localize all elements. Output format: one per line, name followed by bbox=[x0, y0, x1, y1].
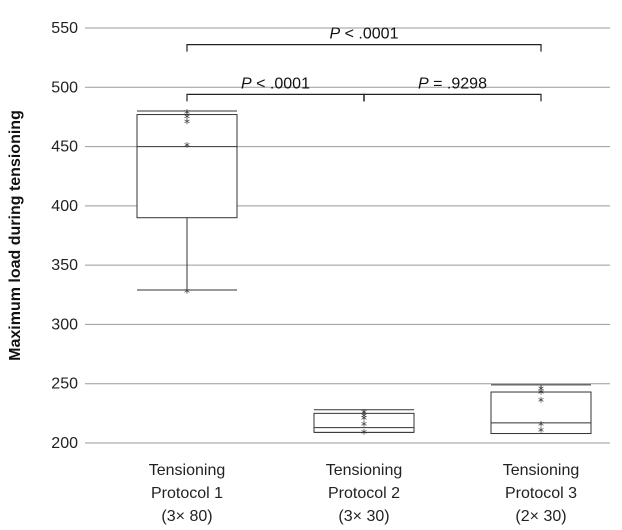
x-category-label: (3× 30) bbox=[338, 508, 389, 525]
p-value-label: P < .0001 bbox=[330, 26, 399, 43]
x-category-label: Protocol 3 bbox=[505, 485, 577, 502]
data-point: * bbox=[184, 116, 190, 130]
data-point: * bbox=[538, 419, 544, 433]
data-point: * bbox=[538, 425, 544, 439]
y-tick-label: 550 bbox=[51, 20, 78, 37]
box-group: ***** bbox=[490, 383, 592, 439]
y-tick-label: 500 bbox=[51, 79, 78, 96]
iqr-box bbox=[490, 391, 592, 435]
data-point: * bbox=[361, 411, 367, 425]
box-group: ***** bbox=[136, 107, 238, 300]
significance-bracket: P < .0001 bbox=[186, 26, 542, 52]
data-point: * bbox=[184, 112, 190, 126]
x-category-label: Tensioning bbox=[326, 462, 403, 479]
data-point: * bbox=[184, 107, 190, 121]
p-value-label: P < .0001 bbox=[241, 75, 310, 92]
significance-bracket: P < .0001 bbox=[186, 75, 365, 102]
x-category-label: Tensioning bbox=[503, 462, 580, 479]
significance-annotations: P < .0001 P < .0001 P = .9298 bbox=[186, 26, 542, 102]
y-tick-label: 200 bbox=[51, 435, 78, 452]
data-point: * bbox=[184, 140, 190, 154]
data-point: * bbox=[538, 387, 544, 401]
data-point: * bbox=[361, 419, 367, 433]
bracket-line bbox=[186, 93, 365, 102]
x-category-label: Tensioning bbox=[149, 462, 226, 479]
y-tick-label: 250 bbox=[51, 376, 78, 393]
bracket-line bbox=[186, 44, 542, 52]
data-point: * bbox=[361, 407, 367, 421]
x-category-labels: Tensioning Protocol 1 (3× 80) Tensioning Pro… bbox=[149, 462, 580, 525]
p-value-label: P = .9298 bbox=[418, 75, 487, 92]
x-category-label: Protocol 1 bbox=[151, 485, 223, 502]
y-tick-label: 450 bbox=[51, 139, 78, 156]
data-point: * bbox=[361, 413, 367, 427]
y-tick-label: 400 bbox=[51, 198, 78, 215]
boxes: *************** bbox=[136, 107, 592, 441]
grid-lines bbox=[85, 27, 610, 444]
x-category-label: (3× 80) bbox=[161, 508, 212, 525]
y-axis-label: Maximum load during tensioning bbox=[7, 110, 24, 361]
data-point: * bbox=[361, 427, 367, 441]
x-category-label: Protocol 2 bbox=[328, 485, 400, 502]
data-point: * bbox=[538, 395, 544, 409]
y-tick-labels: 200 250 300 350 400 450 500 550 bbox=[51, 20, 78, 452]
y-tick-label: 300 bbox=[51, 316, 78, 333]
data-point: * bbox=[538, 383, 544, 397]
iqr-box bbox=[136, 114, 238, 219]
box-group: ***** bbox=[313, 407, 415, 441]
bracket-line bbox=[363, 93, 542, 102]
significance-bracket: P = .9298 bbox=[363, 75, 542, 102]
x-category-label: (2× 30) bbox=[515, 508, 566, 525]
y-tick-label: 350 bbox=[51, 257, 78, 274]
data-point: * bbox=[184, 286, 190, 300]
